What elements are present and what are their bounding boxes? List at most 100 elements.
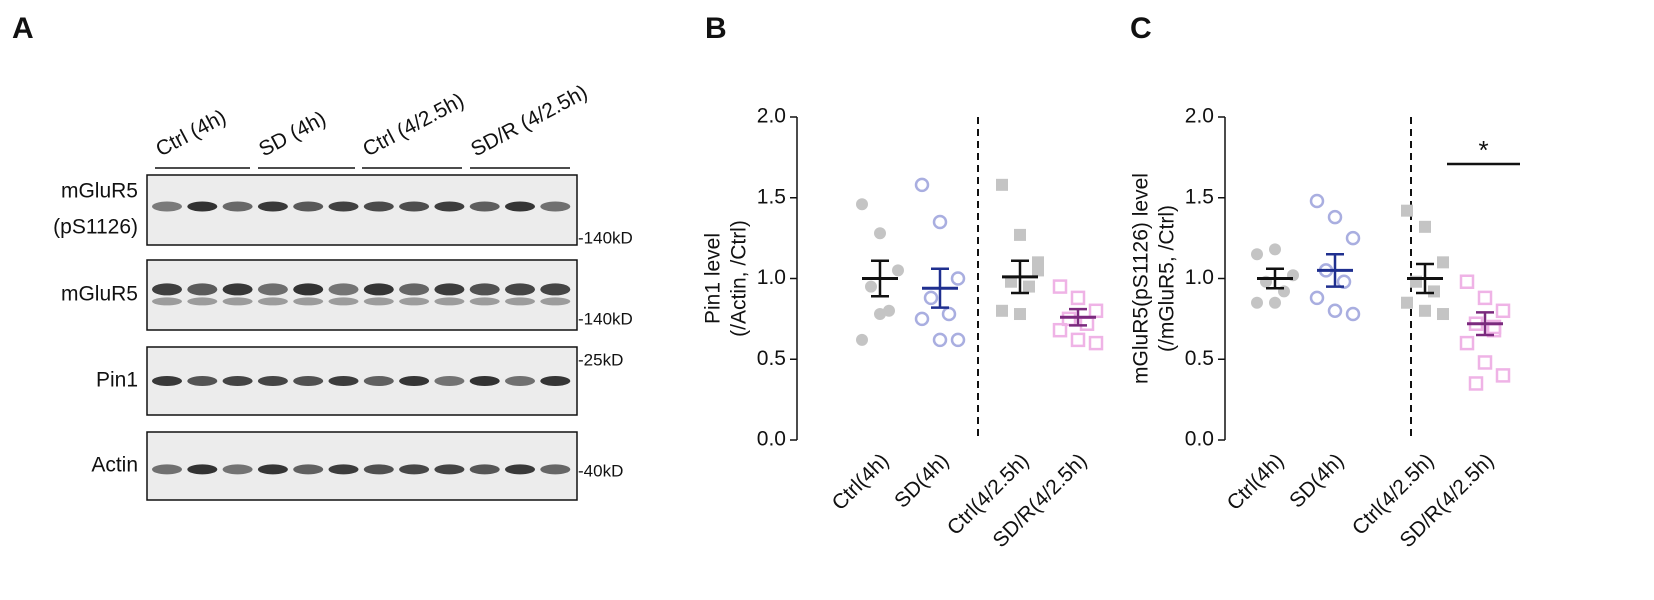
blot-band [540,283,571,296]
blot-band [505,376,535,386]
data-point [1495,303,1511,319]
y-tick-label: 2.0 [757,105,786,128]
data-point [1088,303,1104,319]
data-point [1014,228,1026,241]
blot-band [152,464,182,475]
data-point [1437,308,1449,321]
data-point [1309,290,1325,306]
blot-band [469,283,500,296]
blot-band [540,297,571,306]
blot-band [222,201,253,212]
x-tick-label: SD(4h) [1285,449,1348,512]
blot-band [434,201,465,212]
blot-band [187,283,218,296]
panel-label: A [12,12,34,45]
y-axis-label: (/mGluR5, /Ctrl) [1156,205,1179,352]
blot-band [434,464,465,475]
data-point [1345,230,1361,246]
blot-band [328,297,359,306]
blot-band [293,464,324,475]
data-point [1052,322,1068,338]
data-point [1023,280,1035,293]
y-tick-label: 1.0 [1185,266,1214,289]
data-point [874,227,886,240]
data-point [1079,316,1095,331]
data-point [1052,279,1068,294]
blot-band [363,201,394,212]
significance-label: * [1478,135,1488,165]
y-tick-label: 2.0 [1185,105,1214,128]
blot-band [257,464,288,475]
blot-band [152,283,182,296]
lane-group-label: Ctrl (4h) [152,105,230,161]
blot-band [257,297,288,306]
data-point [1419,220,1431,233]
mw-marker: -140kD [578,309,633,328]
data-point [1495,368,1511,383]
data-point [932,214,948,230]
data-point [1251,248,1263,261]
blot-band [187,297,218,306]
x-tick-label: SD(4h) [890,449,953,512]
y-tick-label: 0.0 [1185,428,1214,451]
data-point [856,333,868,346]
blot-band [434,283,465,296]
blot-band [328,464,359,475]
data-point [950,271,966,286]
y-tick-label: 1.5 [1185,185,1214,208]
blot-band [505,464,535,475]
mw-marker: -25kD [578,350,623,369]
data-point [1486,319,1502,335]
data-point [1309,193,1325,209]
data-point [856,198,868,211]
blot-box [146,259,578,331]
data-point [1477,355,1493,370]
data-point [1401,204,1413,217]
blot-band [399,201,430,212]
data-point [1459,274,1475,289]
data-point [1088,335,1104,351]
data-point [996,304,1008,317]
data-point [1251,296,1263,309]
data-point [1437,256,1449,269]
data-point [1468,376,1484,391]
blot-band [399,464,430,475]
panel-label: C [1130,12,1152,45]
data-point [950,332,966,348]
data-point [1032,256,1044,269]
blot-band [469,201,500,212]
y-axis-label: (/Actin, /Ctrl) [728,220,751,337]
blot-band [222,376,253,386]
data-point [996,178,1008,191]
mw-marker: -40kD [578,461,623,480]
y-tick-label: 0.5 [757,347,786,370]
data-point [1327,303,1343,319]
blot-band [187,201,218,212]
blot-band [434,376,465,386]
y-tick-label: 1.5 [757,185,786,208]
data-point [1005,275,1017,288]
blot-band [187,464,218,475]
data-point [1419,304,1431,317]
blot-band [257,376,288,386]
blot-band [399,376,430,386]
blot-band [540,464,571,475]
data-point [1477,290,1493,306]
blot-band [152,201,182,212]
lane-group-label: SD (4h) [255,107,330,161]
blot-band [399,283,430,296]
blot-band [363,464,394,475]
blot-band [257,283,288,296]
data-point [1345,306,1361,322]
lane-group-label: Ctrl (4/2.5h) [359,89,468,161]
y-tick-label: 1.0 [757,266,786,289]
blot-band [363,283,394,296]
blot-band [152,376,182,386]
blot-band [222,464,253,475]
data-point [892,264,904,277]
data-point [1070,290,1086,306]
blot-box [146,431,578,501]
y-axis-label: mGluR5(pS1126) level [1130,173,1153,384]
blot-band [257,201,288,212]
